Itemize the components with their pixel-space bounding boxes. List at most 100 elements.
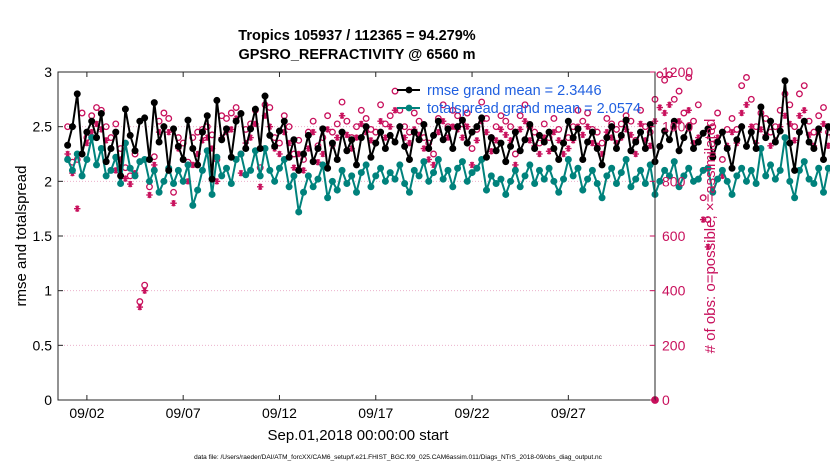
obs-assimilated-point [358, 120, 365, 128]
totalspread-point [309, 183, 317, 191]
totalspread-point [540, 175, 548, 183]
totalspread-point [160, 177, 168, 185]
y-axis-left-label: rmse and totalspread [13, 166, 30, 307]
totalspread-point [290, 172, 298, 180]
rmse-point [468, 128, 476, 136]
rmse-point [449, 145, 457, 153]
obs-assimilated-point [488, 148, 495, 155]
obs-possible-point [449, 106, 457, 114]
obs-assimilated-point [391, 107, 399, 114]
rmse-point [112, 128, 120, 136]
chart-subtitle: GPSRO_REFRACTIVITY @ 6560 m [238, 47, 475, 63]
x-tick-label: 09/02 [69, 405, 104, 421]
rmse-point [463, 139, 471, 147]
totalspread-point [256, 172, 264, 180]
totalspread-point [810, 180, 818, 188]
totalspread-point [637, 166, 645, 174]
totalspread-point [97, 145, 105, 153]
obs-assimilated-point [661, 109, 668, 117]
totalspread-point [564, 155, 572, 163]
rmse-point [728, 164, 736, 172]
obs-assimilated-point [464, 123, 471, 130]
obs-possible-point [232, 104, 240, 111]
rmse-point [367, 153, 375, 161]
y-left-tick-label: 2.5 [33, 119, 53, 135]
rmse-point [160, 123, 168, 131]
totalspread-point [526, 161, 534, 169]
totalspread-point [348, 172, 356, 180]
totalspread-point [439, 175, 447, 183]
obs-assimilated-point [555, 137, 562, 144]
rmse-point [747, 128, 755, 136]
rmse-point [569, 134, 577, 142]
rmse-point [709, 153, 717, 161]
obs-possible-point [555, 125, 563, 133]
obs-possible-point [454, 112, 462, 120]
obs-possible-point [661, 76, 669, 84]
obs-assimilated-point [560, 150, 567, 158]
rmse-point [179, 155, 187, 163]
rmse-point [540, 138, 548, 146]
obs-assimilated-point [545, 148, 553, 155]
obs-possible-point [670, 95, 678, 103]
totalspread-point [569, 172, 577, 180]
chart-title: Tropics 105937 / 112365 = 94.279% [238, 28, 476, 44]
rmse-point [381, 145, 389, 153]
totalspread-point [102, 172, 110, 180]
rmse-point [680, 134, 688, 142]
totalspread-point [242, 171, 250, 179]
obs-assimilated-point [146, 191, 153, 199]
totalspread-point [617, 169, 625, 177]
data-file-footer: data file: /Users/raeder/DAI/ATM_forcXX/… [194, 454, 603, 461]
totalspread-point [665, 172, 673, 180]
totalspread-point [747, 166, 755, 174]
totalspread-point [728, 190, 736, 198]
totalspread-point [535, 166, 543, 174]
legend-spread-marker [405, 104, 413, 112]
obs-possible-point [690, 117, 697, 125]
x-axis-label: Sep.01,2018 00:00:00 start [268, 427, 450, 444]
totalspread-point [685, 164, 693, 172]
obs-assimilated-point [151, 161, 158, 169]
obs-assimilated-point [74, 205, 81, 212]
totalspread-point [179, 177, 187, 185]
totalspread-point [372, 172, 380, 180]
obs-assimilated-point [820, 120, 827, 128]
totalspread-point [492, 180, 500, 188]
totalspread-point [555, 188, 563, 196]
y-right-tick-label: 1000 [662, 119, 693, 135]
rmse-point [324, 164, 332, 172]
rmse-point [223, 125, 231, 133]
totalspread-point [511, 166, 519, 174]
obs-assimilated-point [382, 134, 389, 141]
rmse-point [338, 128, 346, 136]
obs-assimilated-point [791, 137, 798, 144]
obs-assimilated-point [627, 131, 635, 139]
rmse-point [136, 117, 144, 125]
totalspread-point [473, 164, 481, 172]
rmse-point [795, 128, 803, 136]
totalspread-point [314, 175, 322, 183]
totalspread-point [381, 177, 389, 185]
rmse-point [579, 155, 587, 163]
y-left-tick-label: 3 [44, 64, 52, 80]
obs-possible-point [728, 115, 736, 122]
rmse-point [290, 136, 298, 144]
totalspread-point [771, 175, 779, 183]
obs-possible-point [800, 82, 808, 90]
obs-possible-point [743, 74, 750, 81]
totalspread-point [343, 180, 351, 188]
rmse-point [97, 110, 105, 118]
obs-assimilated-point [136, 303, 144, 311]
rmse-point [256, 145, 264, 153]
rmse-point [458, 116, 466, 124]
totalspread-point [603, 172, 611, 180]
rmse-point [497, 139, 505, 147]
totalspread-point [126, 164, 134, 172]
obs-possible-point [492, 123, 500, 131]
rmse-point [357, 134, 365, 142]
totalspread-point [776, 166, 784, 174]
rmse-point [656, 142, 664, 150]
rmse-point [612, 145, 620, 153]
totalspread-point [584, 175, 592, 183]
